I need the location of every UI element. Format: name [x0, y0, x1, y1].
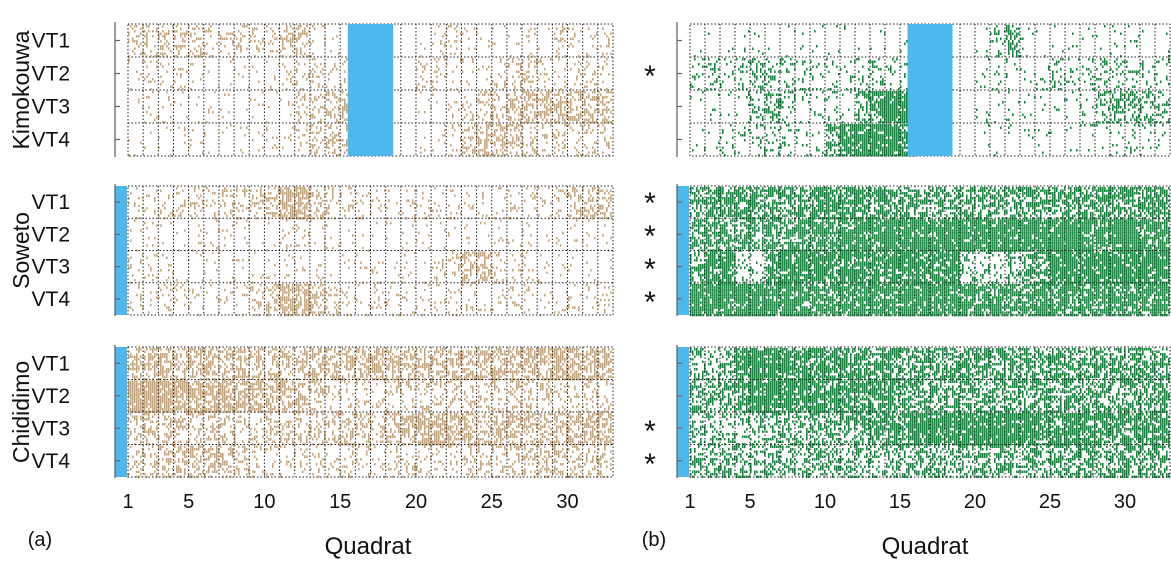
significance-markers: * * * * * * * [644, 60, 656, 481]
x-tick-label: 1 [684, 491, 695, 513]
panel-b-label: (b) [642, 529, 666, 551]
occupancy-row-vt3 [138, 91, 612, 124]
row-label: VT2 [31, 385, 70, 408]
significance-marker: * [644, 415, 656, 448]
row-label: VT3 [31, 96, 70, 119]
row-label: VT1 [31, 191, 70, 214]
water-source-bar [115, 186, 127, 315]
panel-a-x-ticks: 1 5 10 15 20 25 30 [122, 474, 579, 513]
occupancy-row-vt2 [128, 380, 612, 413]
occupancy-row-vt4 [128, 124, 612, 157]
row-label: VT4 [31, 129, 70, 152]
significance-marker: * [644, 220, 656, 253]
panel-a-row-labels: VT1 VT2 VT3 VT4 VT1 VT2 VT3 VT4 VT1 VT2 VT3 VT4 [31, 30, 70, 473]
panel-a-grid [127, 23, 614, 478]
panel-a-occupancy-marks [128, 25, 612, 478]
x-tick-label: 10 [814, 491, 836, 513]
x-tick-label: 10 [253, 491, 275, 513]
panel-b-axis [676, 22, 682, 478]
occupancy-row-vt4 [690, 283, 1170, 317]
panel-a-xlabel: Quadrat [325, 533, 412, 560]
row-label: VT1 [31, 30, 70, 53]
water-source-bar [677, 347, 689, 477]
x-tick-label: 5 [183, 491, 194, 513]
occupancy-row-vt2 [690, 219, 1170, 252]
panel-b-xlabel: Quadrat [882, 533, 969, 560]
x-tick-label: 30 [1114, 491, 1136, 513]
significance-marker: * [644, 286, 656, 319]
significance-marker: * [644, 60, 656, 93]
occupancy-row-vt3 [690, 413, 1170, 446]
row-label: VT3 [31, 256, 70, 279]
occupancy-row-vt2 [128, 58, 610, 91]
occupancy-row-vt2 [690, 58, 1170, 91]
occupancy-row-vt3 [690, 251, 1170, 284]
row-label: VT2 [31, 63, 70, 86]
significance-marker: * [644, 253, 656, 286]
occupancy-row-vt4 [690, 445, 1170, 478]
occupancy-row-vt1 [128, 348, 612, 381]
site-label: Kimokouwa [8, 30, 34, 149]
row-label: VT4 [31, 288, 70, 311]
x-tick-label: 25 [481, 491, 503, 513]
panel-a-site-labels: Kimokouwa Soweto Chididimo [8, 30, 34, 463]
occupancy-row-vt1 [690, 187, 1170, 220]
water-source-bar [115, 347, 127, 477]
occupancy-row-vt3 [128, 413, 612, 446]
row-label: VT3 [31, 417, 70, 440]
panel-b-x-ticks: 1 5 10 15 20 25 30 [684, 474, 1136, 513]
occupancy-row-vt3 [128, 251, 612, 284]
x-tick-label: 1 [122, 491, 133, 513]
row-label: VT4 [31, 450, 70, 473]
x-tick-label: 20 [964, 491, 986, 513]
occupancy-row-vt1 [128, 25, 612, 58]
panel-b: 1 5 10 15 20 25 30 (b) Quadrat [642, 22, 1171, 560]
water-source-bar [677, 186, 689, 315]
panel-a: VT1 VT2 VT3 VT4 VT1 VT2 VT3 VT4 VT1 VT2 VT3 VT4 Kim… [8, 22, 614, 560]
row-label: VT2 [31, 223, 70, 246]
panel-a-axis [114, 22, 120, 478]
panel-b-water-bars [677, 24, 953, 477]
panel-a-label: (a) [28, 529, 52, 551]
x-tick-label: 30 [556, 491, 578, 513]
panel-a-water-bars [115, 24, 394, 477]
x-tick-label: 15 [889, 491, 911, 513]
site-label: Soweto [8, 212, 34, 289]
occupancy-row-vt1 [128, 187, 612, 220]
significance-marker: * [644, 448, 656, 481]
water-source-bar [907, 24, 953, 156]
occupancy-row-vt4 [128, 283, 612, 317]
x-tick-label: 5 [744, 491, 755, 513]
x-tick-label: 20 [405, 491, 427, 513]
row-label: VT1 [31, 352, 70, 375]
site-label: Chididimo [8, 361, 34, 463]
x-tick-label: 25 [1039, 491, 1061, 513]
water-source-bar [347, 24, 394, 156]
significance-marker: * [644, 187, 656, 220]
x-tick-label: 15 [329, 491, 351, 513]
occupancy-row-vt1 [694, 25, 1170, 58]
